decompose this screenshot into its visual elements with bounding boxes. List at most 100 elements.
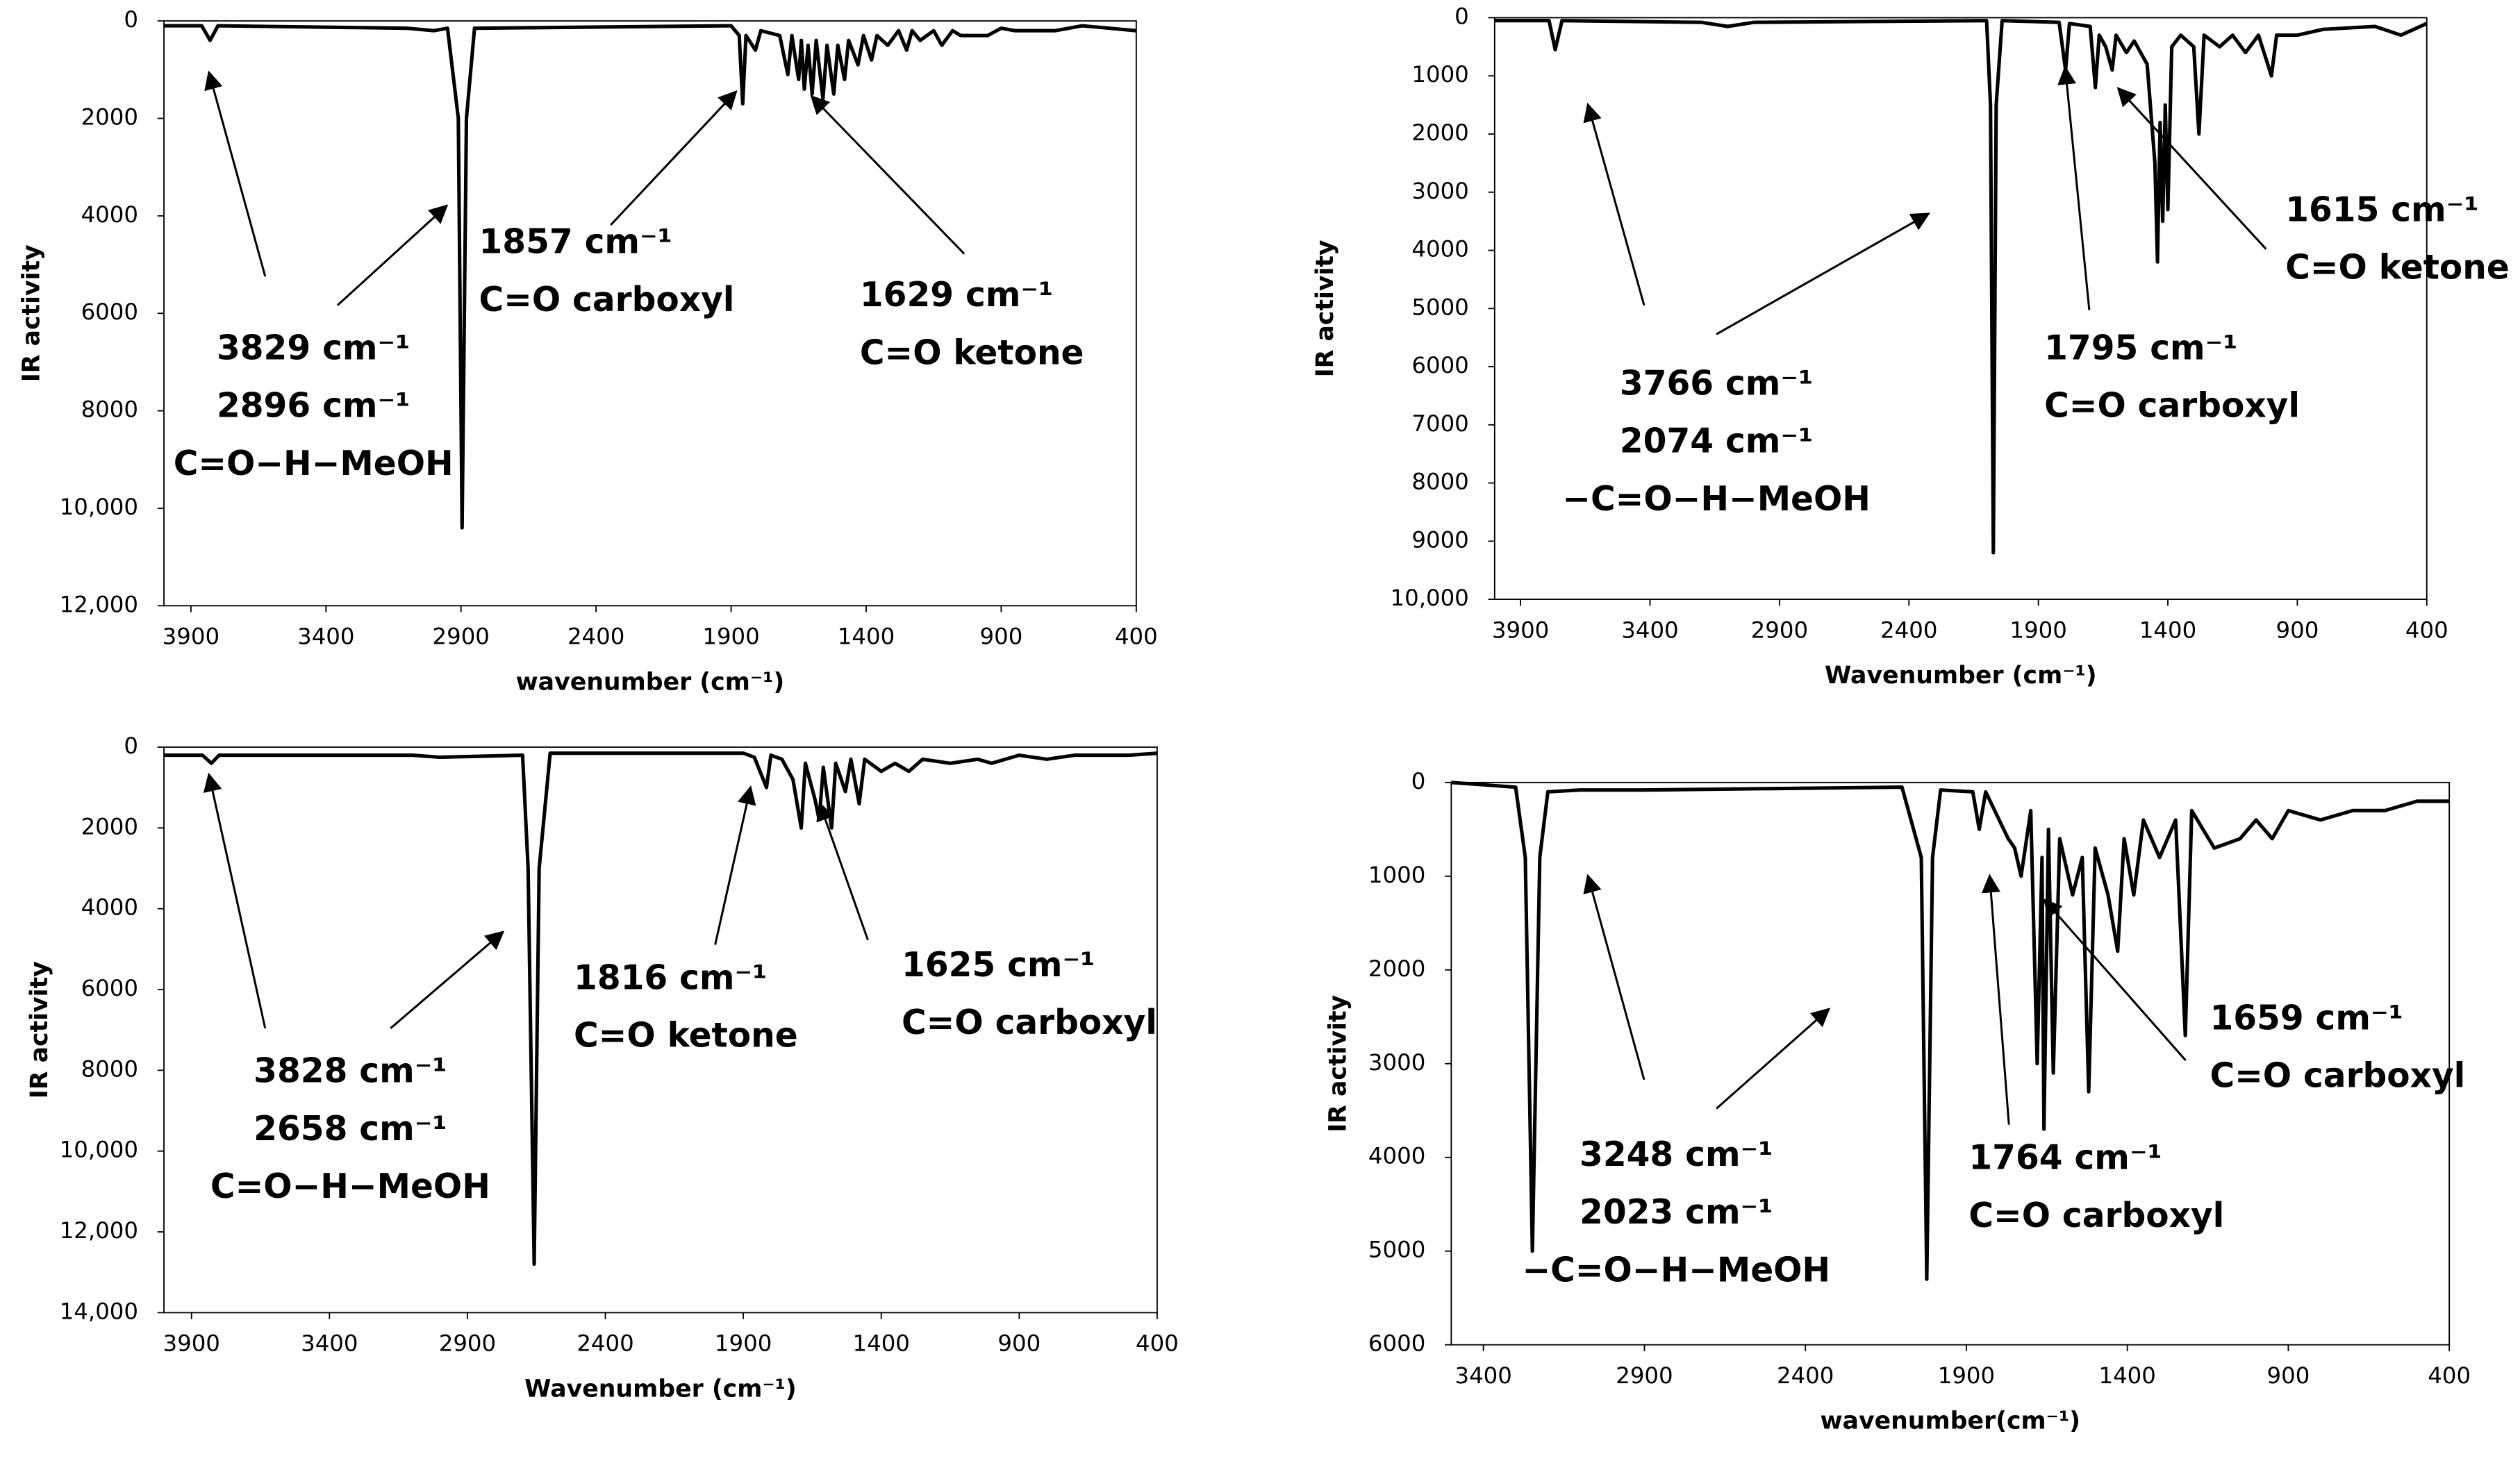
- x-tick-label: 3900: [163, 1330, 220, 1357]
- x-tick-label: 1900: [715, 1330, 772, 1357]
- annotation-text: 1659 cm⁻¹: [2210, 999, 2403, 1037]
- y-tick-label: 1000: [1411, 61, 1468, 87]
- annotation-arrow: [1716, 212, 1930, 335]
- y-axis-label: IR activity: [26, 961, 53, 1099]
- annotation-text: 1795 cm⁻¹: [2044, 328, 2237, 367]
- annotation-arrow: [1716, 1008, 1831, 1110]
- x-tick-label: 1900: [702, 624, 759, 650]
- y-tick-label: 4000: [81, 201, 138, 228]
- annotation-arrow: [810, 94, 965, 255]
- y-tick-label: 1000: [1368, 862, 1425, 888]
- annotation-text: 2658 cm⁻¹: [254, 1110, 447, 1149]
- annotation-arrow: [1583, 102, 1646, 306]
- y-tick-label: 12,000: [60, 591, 138, 617]
- y-tick-label: 2000: [81, 813, 138, 840]
- x-tick-label: 400: [2428, 1362, 2471, 1389]
- y-axis-label: IR activity: [17, 244, 45, 382]
- annotation-text: 3248 cm⁻¹: [1580, 1135, 1773, 1174]
- y-tick-label: 6000: [81, 975, 138, 1001]
- y-tick-label: 4000: [81, 894, 138, 921]
- x-tick-label: 1400: [838, 624, 895, 650]
- y-tick-label: 9000: [1411, 526, 1468, 553]
- x-tick-label: 1400: [853, 1330, 910, 1357]
- y-tick-label: 4000: [1411, 236, 1468, 262]
- x-tick-label: 3400: [301, 1330, 358, 1357]
- annotation-text: 1629 cm⁻¹: [860, 276, 1053, 315]
- y-tick-label: 14,000: [60, 1298, 138, 1324]
- x-tick-label: 3400: [297, 624, 354, 650]
- annotation-text: −C=O−H−MeOH: [1522, 1251, 1830, 1290]
- x-tick-label: 2900: [1616, 1362, 1673, 1389]
- annotation-text: 3828 cm⁻¹: [254, 1052, 447, 1091]
- x-tick-label: 2400: [1880, 617, 1937, 643]
- y-tick-label: 2000: [1368, 955, 1425, 982]
- annotation-text: C=O carboxyl: [479, 281, 735, 319]
- y-tick-label: 2000: [1411, 119, 1468, 146]
- annotation-text: 1625 cm⁻¹: [902, 946, 1095, 985]
- y-tick-label: 0: [1411, 768, 1426, 794]
- annotation-arrow: [2116, 87, 2267, 250]
- annotation-text: 1615 cm⁻¹: [2285, 190, 2478, 229]
- annotation-text: 1857 cm⁻¹: [479, 223, 672, 262]
- annotation-arrow: [390, 930, 505, 1030]
- annotation-text: 3829 cm⁻¹: [217, 328, 410, 367]
- spectrum-chart: 0 2000 4000 6000 8000 10,000 12,000 3900 3400 290…: [17, 6, 1157, 696]
- x-tick-label: 400: [1136, 1330, 1179, 1357]
- x-tick-label: 2900: [1751, 617, 1808, 643]
- annotation-arrow: [204, 70, 267, 277]
- y-tick-label: 4000: [1368, 1143, 1425, 1169]
- x-tick-label: 900: [980, 624, 1023, 650]
- spectrum-chart: 0 2000 4000 6000 8000 10,000 12,000 14,000 3900 3…: [26, 733, 1179, 1403]
- x-tick-label: 2900: [439, 1330, 496, 1357]
- y-tick-label: 0: [124, 6, 138, 33]
- y-tick-label: 3000: [1411, 178, 1468, 204]
- x-tick-label: 400: [1115, 624, 1158, 650]
- annotation-text: C=O ketone: [860, 333, 1084, 372]
- spectrum-line: [164, 24, 1137, 530]
- y-tick-label: 10,000: [1391, 585, 1469, 611]
- y-tick-label: 0: [124, 733, 138, 759]
- x-axis-label: wavenumber(cm⁻¹): [1821, 1408, 2081, 1435]
- y-tick-label: 2000: [81, 103, 138, 130]
- y-tick-label: 6000: [1368, 1330, 1425, 1357]
- annotation-text: −C=O−H−MeOH: [1562, 480, 1871, 519]
- x-axis-label: wavenumber (cm⁻¹): [516, 668, 785, 696]
- annotation-text: 2023 cm⁻¹: [1580, 1193, 1773, 1232]
- x-tick-label: 900: [997, 1330, 1041, 1357]
- spectrum-line: [1494, 19, 2428, 555]
- annotation-text: C=O carboxyl: [2210, 1057, 2465, 1096]
- x-axis-label: Wavenumber (cm⁻¹): [524, 1375, 797, 1403]
- annotation-text: C=O−H−MeOH: [174, 444, 454, 483]
- annotation-text: 1816 cm⁻¹: [574, 958, 767, 997]
- annotation-text: C=O ketone: [574, 1017, 798, 1055]
- annotation-text: 3766 cm⁻¹: [1620, 364, 1813, 403]
- annotation-arrow: [610, 90, 738, 226]
- x-tick-label: 1900: [2009, 617, 2066, 643]
- x-axis-label: Wavenumber (cm⁻¹): [1825, 662, 2097, 690]
- spectrum-chart: 0 1000 2000 3000 4000 5000 6000 7000 8000 9000 10,…: [1311, 3, 2510, 690]
- x-tick-label: 2400: [1777, 1362, 1834, 1389]
- y-tick-label: 8000: [1411, 469, 1468, 495]
- annotation-arrow: [1981, 874, 2010, 1125]
- annotation-arrow: [2043, 898, 2187, 1062]
- y-tick-label: 7000: [1411, 410, 1468, 437]
- x-tick-label: 3400: [1454, 1362, 1511, 1389]
- y-tick-label: 5000: [1411, 294, 1468, 320]
- x-tick-label: 1900: [1938, 1362, 1995, 1389]
- annotation-arrow: [816, 801, 869, 941]
- y-tick-label: 10,000: [60, 1137, 138, 1163]
- annotation-arrow: [336, 204, 449, 306]
- x-tick-label: 900: [2267, 1362, 2310, 1389]
- annotation-text: C=O ketone: [2285, 249, 2510, 287]
- y-tick-label: 8000: [81, 396, 138, 423]
- annotation-text: C=O−H−MeOH: [210, 1167, 490, 1206]
- y-tick-label: 3000: [1368, 1049, 1425, 1076]
- x-tick-label: 400: [2405, 617, 2448, 643]
- spectrum-line: [1451, 780, 2450, 1281]
- x-tick-label: 3900: [163, 624, 219, 650]
- annotation-arrow: [714, 785, 756, 945]
- annotation-text: 1764 cm⁻¹: [1968, 1139, 2162, 1178]
- x-tick-label: 3900: [1492, 617, 1549, 643]
